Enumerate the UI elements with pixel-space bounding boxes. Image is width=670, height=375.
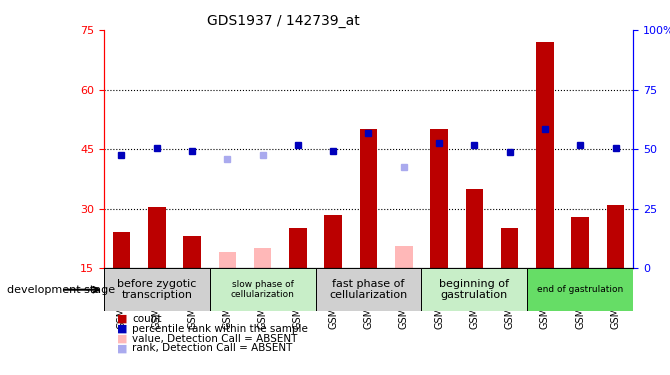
- Bar: [527, 268, 633, 311]
- Text: development stage: development stage: [7, 285, 115, 295]
- Text: GDS1937 / 142739_at: GDS1937 / 142739_at: [207, 13, 360, 28]
- Text: fast phase of
cellularization: fast phase of cellularization: [330, 279, 407, 300]
- Text: rank, Detection Call = ABSENT: rank, Detection Call = ABSENT: [132, 343, 292, 353]
- Bar: [607, 205, 624, 268]
- Bar: [113, 232, 130, 268]
- Bar: [395, 246, 413, 268]
- Text: end of gastrulation: end of gastrulation: [537, 285, 623, 294]
- Text: value, Detection Call = ABSENT: value, Detection Call = ABSENT: [132, 333, 297, 344]
- Text: ■: ■: [117, 314, 128, 324]
- Bar: [210, 268, 316, 311]
- Text: slow phase of
cellularization: slow phase of cellularization: [230, 280, 295, 299]
- Bar: [572, 216, 589, 268]
- Text: percentile rank within the sample: percentile rank within the sample: [132, 324, 308, 334]
- Bar: [148, 207, 165, 268]
- Bar: [500, 228, 519, 268]
- Text: ■: ■: [117, 333, 128, 344]
- Text: count: count: [132, 314, 161, 324]
- Bar: [360, 129, 377, 268]
- Text: ■: ■: [117, 343, 128, 353]
- Bar: [430, 129, 448, 268]
- Bar: [104, 268, 210, 311]
- Bar: [466, 189, 483, 268]
- Bar: [324, 214, 342, 268]
- Bar: [536, 42, 553, 268]
- Text: before zygotic
transcription: before zygotic transcription: [117, 279, 196, 300]
- Bar: [316, 268, 421, 311]
- Bar: [289, 228, 307, 268]
- Bar: [254, 248, 271, 268]
- Text: ■: ■: [117, 324, 128, 334]
- Bar: [183, 236, 201, 268]
- Text: beginning of
gastrulation: beginning of gastrulation: [440, 279, 509, 300]
- Bar: [421, 268, 527, 311]
- Bar: [218, 252, 236, 268]
